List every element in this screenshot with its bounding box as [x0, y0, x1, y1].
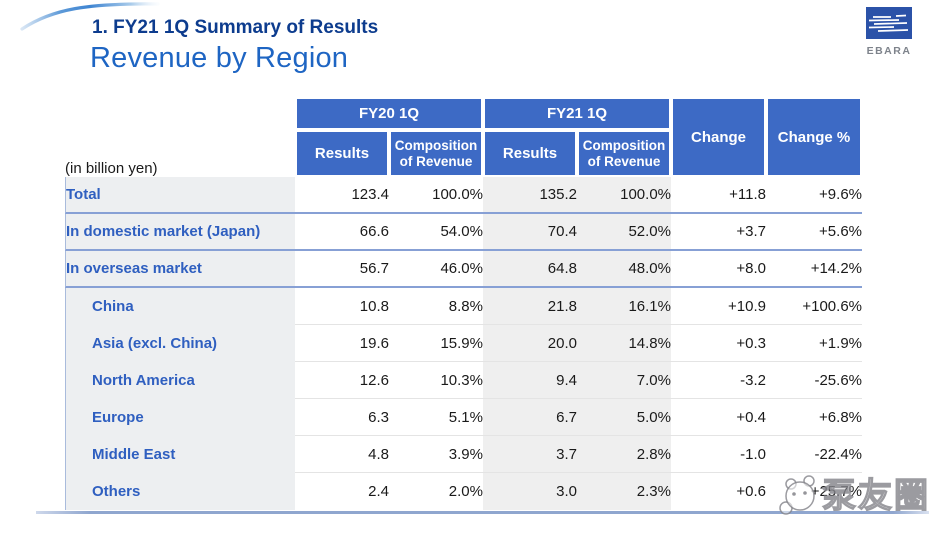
cell-fy21-results: 20.0 [483, 325, 577, 362]
cell-fy21-results: 64.8 [483, 251, 577, 288]
col-header-fy21-results: Results [483, 130, 577, 177]
cell-fy20-composition: 5.1% [389, 399, 483, 436]
row-label: Others [65, 473, 295, 510]
cell-change: +8.0 [671, 251, 766, 288]
cell-fy20-results: 6.3 [295, 399, 389, 436]
revenue-by-region-table: (in billion yen) FY20 1Q FY21 1Q Change … [65, 97, 862, 510]
col-header-change: Change [671, 97, 766, 177]
cell-fy20-results: 19.6 [295, 325, 389, 362]
row-label: Middle East [65, 436, 295, 473]
ebara-logo-mark-icon [866, 7, 912, 39]
cell-fy21-composition: 52.0% [577, 214, 671, 251]
section-kicker: 1. FY21 1Q Summary of Results [92, 17, 379, 38]
cell-change-pct: +1.9% [766, 325, 862, 362]
cell-change: +0.6 [671, 473, 766, 510]
row-label: China [65, 288, 295, 325]
col-group-fy21: FY21 1Q [483, 97, 671, 130]
ebara-logo: EBARA [866, 7, 912, 57]
cell-fy20-composition: 46.0% [389, 251, 483, 288]
cell-change-pct: +14.2% [766, 251, 862, 288]
page-title: Revenue by Region [90, 42, 349, 74]
table-row-overseas: In overseas market 56.7 46.0% 64.8 48.0%… [65, 251, 862, 288]
cell-fy20-composition: 8.8% [389, 288, 483, 325]
row-label: Europe [65, 399, 295, 436]
cell-change: -1.0 [671, 436, 766, 473]
cell-fy21-results: 135.2 [483, 177, 577, 214]
cell-fy20-composition: 3.9% [389, 436, 483, 473]
table-row-china: China 10.8 8.8% 21.8 16.1% +10.9 +100.6% [65, 288, 862, 325]
cell-change: +3.7 [671, 214, 766, 251]
cell-fy20-results: 12.6 [295, 362, 389, 399]
cell-change-pct: +100.6% [766, 288, 862, 325]
cell-change-pct: -25.6% [766, 362, 862, 399]
cell-fy20-composition: 100.0% [389, 177, 483, 214]
cell-fy21-composition: 100.0% [577, 177, 671, 214]
table-row-north-america: North America 12.6 10.3% 9.4 7.0% -3.2 -… [65, 362, 862, 399]
cell-fy20-results: 56.7 [295, 251, 389, 288]
cell-fy20-results: 2.4 [295, 473, 389, 510]
cell-change-pct: -22.4% [766, 436, 862, 473]
cell-fy20-results: 123.4 [295, 177, 389, 214]
cell-fy21-composition: 48.0% [577, 251, 671, 288]
row-label: Total [65, 177, 295, 214]
cell-fy20-results: 66.6 [295, 214, 389, 251]
cell-fy21-composition: 2.8% [577, 436, 671, 473]
table-row-total: Total 123.4 100.0% 135.2 100.0% +11.8 +9… [65, 177, 862, 214]
cell-change-pct: +6.8% [766, 399, 862, 436]
cell-change: +0.3 [671, 325, 766, 362]
cell-change: +10.9 [671, 288, 766, 325]
cell-fy21-results: 3.7 [483, 436, 577, 473]
cell-fy20-composition: 2.0% [389, 473, 483, 510]
row-label: Asia (excl. China) [65, 325, 295, 362]
cell-fy20-composition: 10.3% [389, 362, 483, 399]
cell-change-pct: +25.7% [766, 473, 862, 510]
cell-change-pct: +5.6% [766, 214, 862, 251]
unit-note: (in billion yen) [65, 160, 158, 177]
cell-fy20-composition: 54.0% [389, 214, 483, 251]
table-row-others: Others 2.4 2.0% 3.0 2.3% +0.6 +25.7% [65, 473, 862, 510]
cell-fy20-composition: 15.9% [389, 325, 483, 362]
cell-fy21-composition: 14.8% [577, 325, 671, 362]
cell-fy21-results: 6.7 [483, 399, 577, 436]
cell-change-pct: +9.6% [766, 177, 862, 214]
cell-fy21-composition: 16.1% [577, 288, 671, 325]
bottom-rule [36, 511, 929, 514]
cell-fy20-results: 10.8 [295, 288, 389, 325]
cell-fy21-results: 21.8 [483, 288, 577, 325]
col-header-fy21-composition: Composition of Revenue [577, 130, 671, 177]
cell-fy21-results: 9.4 [483, 362, 577, 399]
row-label: In domestic market (Japan) [65, 214, 295, 251]
ebara-wordmark: EBARA [866, 45, 912, 57]
cell-fy21-composition: 5.0% [577, 399, 671, 436]
header-swoosh-icon [20, 2, 160, 31]
cell-fy20-results: 4.8 [295, 436, 389, 473]
row-label: In overseas market [65, 251, 295, 288]
table-row-asia: Asia (excl. China) 19.6 15.9% 20.0 14.8%… [65, 325, 862, 362]
table-row-middle-east: Middle East 4.8 3.9% 3.7 2.8% -1.0 -22.4… [65, 436, 862, 473]
col-header-fy20-results: Results [295, 130, 389, 177]
cell-change: -3.2 [671, 362, 766, 399]
cell-fy21-composition: 2.3% [577, 473, 671, 510]
table-row-europe: Europe 6.3 5.1% 6.7 5.0% +0.4 +6.8% [65, 399, 862, 436]
col-header-fy20-composition: Composition of Revenue [389, 130, 483, 177]
row-label: North America [65, 362, 295, 399]
cell-change: +0.4 [671, 399, 766, 436]
cell-fy21-results: 70.4 [483, 214, 577, 251]
cell-fy21-composition: 7.0% [577, 362, 671, 399]
cell-change: +11.8 [671, 177, 766, 214]
table-row-domestic: In domestic market (Japan) 66.6 54.0% 70… [65, 214, 862, 251]
col-header-change-pct: Change % [766, 97, 862, 177]
col-group-fy20: FY20 1Q [295, 97, 483, 130]
cell-fy21-results: 3.0 [483, 473, 577, 510]
